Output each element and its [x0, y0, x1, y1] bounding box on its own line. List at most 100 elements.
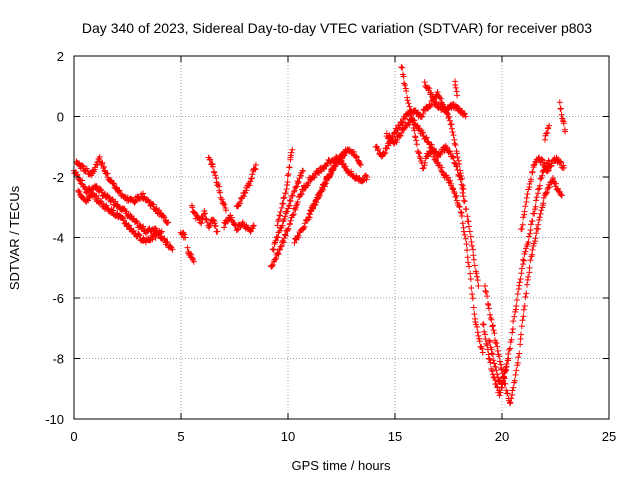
data-point: [77, 180, 84, 187]
data-point: [428, 89, 435, 96]
data-point: [428, 102, 435, 109]
data-point: [470, 304, 477, 311]
data-point: [524, 191, 531, 198]
data-point: [443, 145, 450, 152]
data-point: [532, 235, 539, 242]
x-tick-label: 5: [177, 429, 184, 444]
data-point: [451, 140, 458, 147]
data-point: [545, 184, 552, 191]
y-tick-label: -8: [52, 352, 64, 367]
y-tick-label: -4: [52, 231, 64, 246]
data-point: [236, 198, 243, 205]
y-tick-label: 2: [57, 49, 64, 64]
data-point: [508, 395, 515, 402]
data-point: [289, 192, 296, 199]
data-point: [93, 182, 100, 189]
data-point: [294, 180, 301, 187]
data-point: [284, 178, 291, 185]
data-point: [130, 227, 137, 234]
data-point: [560, 120, 567, 127]
data-point: [500, 374, 507, 381]
data-point: [489, 371, 496, 378]
data-point: [520, 257, 527, 264]
data-point: [422, 135, 429, 142]
data-point: [289, 146, 296, 153]
data-point: [406, 103, 413, 110]
data-point: [489, 368, 496, 375]
data-point: [305, 214, 312, 221]
data-point: [496, 353, 503, 360]
data-point: [548, 179, 555, 186]
data-point: [248, 175, 255, 182]
data-point: [212, 172, 219, 179]
data-point: [80, 183, 87, 190]
data-point: [97, 198, 104, 205]
data-point: [399, 120, 406, 127]
data-point: [289, 212, 296, 219]
data-point: [488, 350, 495, 357]
data-point: [434, 88, 441, 95]
data-point: [212, 223, 219, 230]
y-tick-label: -6: [52, 291, 64, 306]
data-point: [509, 329, 516, 336]
data-point: [485, 305, 492, 312]
data-point: [491, 360, 498, 367]
data-point: [281, 216, 288, 223]
data-point: [458, 172, 465, 179]
data-point: [459, 220, 466, 227]
x-tick-label: 10: [281, 429, 295, 444]
data-point: [240, 193, 247, 200]
data-point: [127, 225, 134, 232]
data-point: [492, 363, 499, 370]
data-point: [411, 127, 418, 134]
data-point: [493, 367, 500, 374]
data-point: [288, 149, 295, 156]
data-point: [420, 110, 427, 117]
data-point: [531, 161, 538, 168]
data-point: [419, 113, 426, 120]
data-point: [492, 339, 499, 346]
data-point: [503, 364, 510, 371]
data-point: [529, 246, 536, 253]
data-point: [496, 392, 503, 399]
y-tick-label: -2: [52, 170, 64, 185]
data-point: [97, 186, 104, 193]
data-point: [202, 215, 209, 222]
data-point: [126, 222, 133, 229]
data-point: [515, 354, 522, 361]
data-point: [547, 163, 554, 170]
data-point: [214, 228, 221, 235]
data-point: [222, 207, 229, 214]
data-point: [449, 153, 456, 160]
data-point: [300, 225, 307, 232]
data-point: [433, 98, 440, 105]
data-point: [540, 200, 547, 207]
data-point: [513, 367, 520, 374]
data-point: [518, 225, 525, 232]
data-point: [169, 246, 176, 253]
data-point: [479, 349, 486, 356]
data-point: [110, 180, 117, 187]
data-point: [509, 387, 516, 394]
data-point: [518, 323, 525, 330]
data-point: [356, 160, 363, 167]
data-point: [521, 208, 528, 215]
data-point: [285, 225, 292, 232]
data-point: [479, 321, 486, 328]
data-point: [275, 251, 282, 258]
data-point: [122, 193, 129, 200]
data-point: [286, 202, 293, 209]
data-point: [493, 340, 500, 347]
data-point: [561, 164, 568, 171]
data-point: [543, 130, 550, 137]
data-point: [499, 379, 506, 386]
data-point: [391, 130, 398, 137]
data-point: [84, 197, 91, 204]
data-point: [294, 198, 301, 205]
data-point: [413, 137, 420, 144]
data-point: [182, 234, 189, 241]
data-point: [140, 223, 147, 230]
data-point: [496, 358, 503, 365]
data-point: [470, 246, 477, 253]
y-tick-label: -10: [45, 412, 64, 427]
